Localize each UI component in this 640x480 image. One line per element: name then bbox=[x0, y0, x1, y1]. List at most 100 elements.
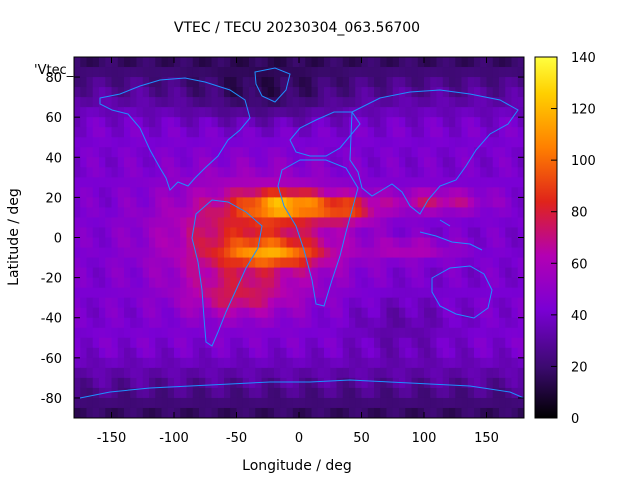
heatmap-cell bbox=[155, 387, 163, 399]
heatmap-cell bbox=[161, 107, 169, 118]
heatmap-cell bbox=[80, 217, 88, 229]
heatmap-cell bbox=[386, 257, 394, 269]
heatmap-cell bbox=[442, 147, 450, 158]
heatmap-cell bbox=[405, 247, 413, 259]
heatmap-cell bbox=[342, 337, 350, 349]
heatmap-cell bbox=[480, 297, 488, 309]
heatmap-cell bbox=[349, 367, 356, 379]
heatmap-cell bbox=[317, 187, 325, 198]
heatmap-cell bbox=[386, 197, 394, 209]
heatmap-cell bbox=[180, 157, 188, 168]
heatmap-cell bbox=[149, 137, 156, 148]
heatmap-cell bbox=[224, 287, 231, 299]
heatmap-cell bbox=[305, 217, 313, 229]
heatmap-cell bbox=[192, 137, 200, 148]
heatmap-cell bbox=[455, 367, 463, 379]
heatmap-cell bbox=[449, 57, 456, 68]
heatmap-cell bbox=[111, 127, 119, 138]
heatmap-cell bbox=[186, 227, 194, 239]
heatmap-cell bbox=[480, 317, 488, 329]
heatmap-cell bbox=[249, 367, 256, 379]
heatmap-cell bbox=[492, 187, 500, 198]
heatmap-cell bbox=[111, 237, 119, 249]
heatmap-cell bbox=[374, 157, 381, 168]
heatmap-cell bbox=[142, 187, 150, 198]
y-tick-label: 0 bbox=[54, 232, 62, 247]
heatmap-cell bbox=[386, 217, 394, 229]
heatmap-cell bbox=[167, 137, 175, 148]
heatmap-cell bbox=[92, 307, 100, 319]
heatmap-cell bbox=[442, 167, 450, 178]
heatmap-cell bbox=[486, 247, 494, 259]
heatmap-cell bbox=[499, 367, 506, 379]
heatmap-cell bbox=[430, 307, 438, 319]
heatmap-cell bbox=[74, 327, 81, 339]
heatmap-cell bbox=[192, 227, 200, 239]
heatmap-cell bbox=[367, 337, 375, 349]
heatmap-cell bbox=[74, 277, 81, 289]
heatmap-cell bbox=[261, 207, 269, 219]
heatmap-cell bbox=[149, 307, 156, 319]
heatmap-cell bbox=[211, 267, 219, 279]
heatmap-cell bbox=[311, 407, 319, 418]
heatmap-cell bbox=[192, 337, 200, 349]
heatmap-cell bbox=[249, 157, 256, 168]
heatmap-cell bbox=[492, 97, 500, 108]
heatmap-cell bbox=[517, 117, 524, 128]
heatmap-cell bbox=[80, 377, 88, 389]
heatmap-cell bbox=[505, 197, 513, 209]
heatmap-cell bbox=[492, 327, 500, 339]
heatmap-cell bbox=[174, 77, 181, 88]
heatmap-cell bbox=[124, 247, 131, 259]
heatmap-cell bbox=[442, 87, 450, 98]
heatmap-cell bbox=[336, 307, 344, 319]
heatmap-cell bbox=[242, 297, 250, 309]
heatmap-cell bbox=[361, 377, 369, 389]
heatmap-cell bbox=[205, 317, 213, 329]
heatmap-cell bbox=[199, 237, 206, 249]
heatmap-cell bbox=[317, 237, 325, 249]
heatmap-cell bbox=[505, 187, 513, 198]
heatmap-cell bbox=[186, 177, 194, 188]
heatmap-cell bbox=[217, 257, 225, 269]
heatmap-cell bbox=[117, 387, 125, 399]
heatmap-cell bbox=[417, 77, 425, 88]
heatmap-cell bbox=[392, 387, 400, 399]
heatmap-cell bbox=[236, 397, 244, 409]
heatmap-cell bbox=[274, 217, 281, 229]
heatmap-cell bbox=[261, 297, 269, 309]
y-tick-label: -40 bbox=[41, 312, 62, 327]
heatmap-cell bbox=[174, 97, 181, 108]
heatmap-cell bbox=[392, 327, 400, 339]
coast-greenland bbox=[254, 67, 291, 103]
heatmap-cell bbox=[336, 277, 344, 289]
heatmap-cell bbox=[455, 177, 463, 188]
heatmap-cell bbox=[242, 267, 250, 279]
heatmap-cell bbox=[455, 387, 463, 399]
heatmap-cell bbox=[249, 407, 256, 418]
heatmap-cell bbox=[199, 137, 206, 148]
heatmap-cell bbox=[242, 157, 250, 168]
heatmap-cell bbox=[324, 327, 331, 339]
heatmap-cell bbox=[442, 217, 450, 229]
heatmap-cell bbox=[505, 287, 513, 299]
heatmap-cell bbox=[517, 407, 524, 418]
heatmap-cell bbox=[86, 357, 94, 369]
heatmap-cell bbox=[74, 137, 81, 148]
heatmap-cell bbox=[380, 257, 388, 269]
heatmap-cell bbox=[199, 147, 206, 158]
heatmap-cell bbox=[499, 377, 506, 389]
heatmap-cell bbox=[117, 127, 125, 138]
heatmap-cell bbox=[486, 107, 494, 118]
heatmap-cell bbox=[161, 287, 169, 299]
heatmap-cell bbox=[242, 87, 250, 98]
heatmap-cell bbox=[155, 197, 163, 209]
heatmap-cell bbox=[436, 317, 444, 329]
heatmap-cell bbox=[86, 247, 94, 259]
heatmap-cell bbox=[392, 397, 400, 409]
heatmap-cell bbox=[224, 327, 231, 339]
heatmap-cell bbox=[367, 237, 375, 249]
heatmap-cell bbox=[486, 287, 494, 299]
heatmap-cell bbox=[111, 187, 119, 198]
heatmap-cell bbox=[449, 247, 456, 259]
